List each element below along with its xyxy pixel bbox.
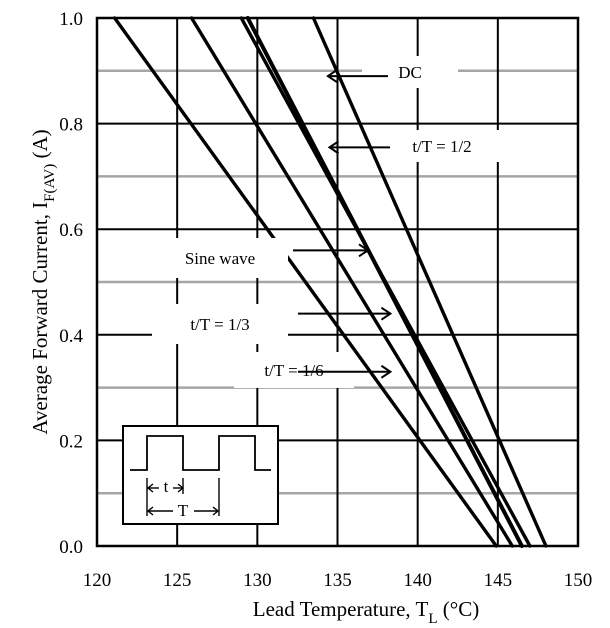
x-tick-label: 140 bbox=[403, 570, 432, 591]
annotation-box bbox=[152, 238, 288, 278]
y-tick-label: 1.0 bbox=[59, 9, 83, 30]
series-line-4 bbox=[189, 16, 514, 548]
y-tick-label: 0.2 bbox=[59, 431, 83, 452]
series-lines bbox=[112, 16, 548, 548]
inset-label-t: t bbox=[164, 477, 169, 496]
annotation-box bbox=[234, 352, 354, 388]
series-line-1 bbox=[311, 16, 548, 548]
tick-labels: 120 125 130 135 140 145 150 0.0 0.2 0.4 0.6 0.8 1.0 bbox=[59, 9, 592, 591]
inset-arrowhead-T-right bbox=[212, 506, 220, 516]
annotation-box bbox=[362, 56, 458, 88]
series-line-5 bbox=[112, 16, 498, 548]
x-tick-label: 130 bbox=[243, 570, 272, 591]
inset-arrowhead-T-left bbox=[146, 506, 154, 516]
inset-label-T: T bbox=[178, 501, 189, 520]
y-axis-title: Average Forward Current, IF(AV) (A) bbox=[28, 129, 58, 434]
annotation-label: t/T = 1/2 bbox=[412, 137, 471, 156]
waveform-inset: tT bbox=[122, 425, 279, 525]
y-tick-label: 0.4 bbox=[59, 326, 83, 347]
series-line-3 bbox=[245, 16, 524, 548]
annotation-arrowhead bbox=[327, 140, 340, 155]
square-wave bbox=[130, 435, 271, 471]
x-tick-label: 135 bbox=[323, 570, 352, 591]
annotation-label: t/T = 1/3 bbox=[190, 315, 249, 334]
annotation-label: t/T = 1/6 bbox=[264, 361, 323, 380]
y-tick-label: 0.8 bbox=[59, 115, 83, 136]
x-axis-title: Lead Temperature, TL (°C) bbox=[253, 597, 479, 627]
annotation-box bbox=[382, 130, 502, 162]
annotation-box bbox=[152, 304, 288, 344]
inset-box bbox=[122, 425, 279, 525]
x-tick-label: 145 bbox=[484, 570, 513, 591]
annotation-arrowhead bbox=[380, 306, 393, 321]
x-tick-label: 125 bbox=[163, 570, 192, 591]
annotation-arrowhead bbox=[380, 364, 393, 379]
plot-border bbox=[95, 16, 580, 548]
x-tick-label: 120 bbox=[83, 570, 112, 591]
y-tick-label: 0.0 bbox=[59, 537, 83, 558]
annotation-label: Sine wave bbox=[185, 249, 255, 268]
annotation-arrowhead bbox=[326, 69, 338, 83]
inset-arrowhead-t-left bbox=[146, 483, 154, 493]
x-tick-label: 150 bbox=[564, 570, 593, 591]
annotations: DC t/T = 1/2 Sine wave t/T = 1/3 t/T = 1/6 bbox=[152, 56, 502, 388]
y-tick-label: 0.6 bbox=[59, 220, 83, 241]
plot-frame bbox=[95, 16, 580, 548]
annotation-arrowhead bbox=[358, 243, 370, 258]
annotation-label: DC bbox=[398, 63, 422, 82]
